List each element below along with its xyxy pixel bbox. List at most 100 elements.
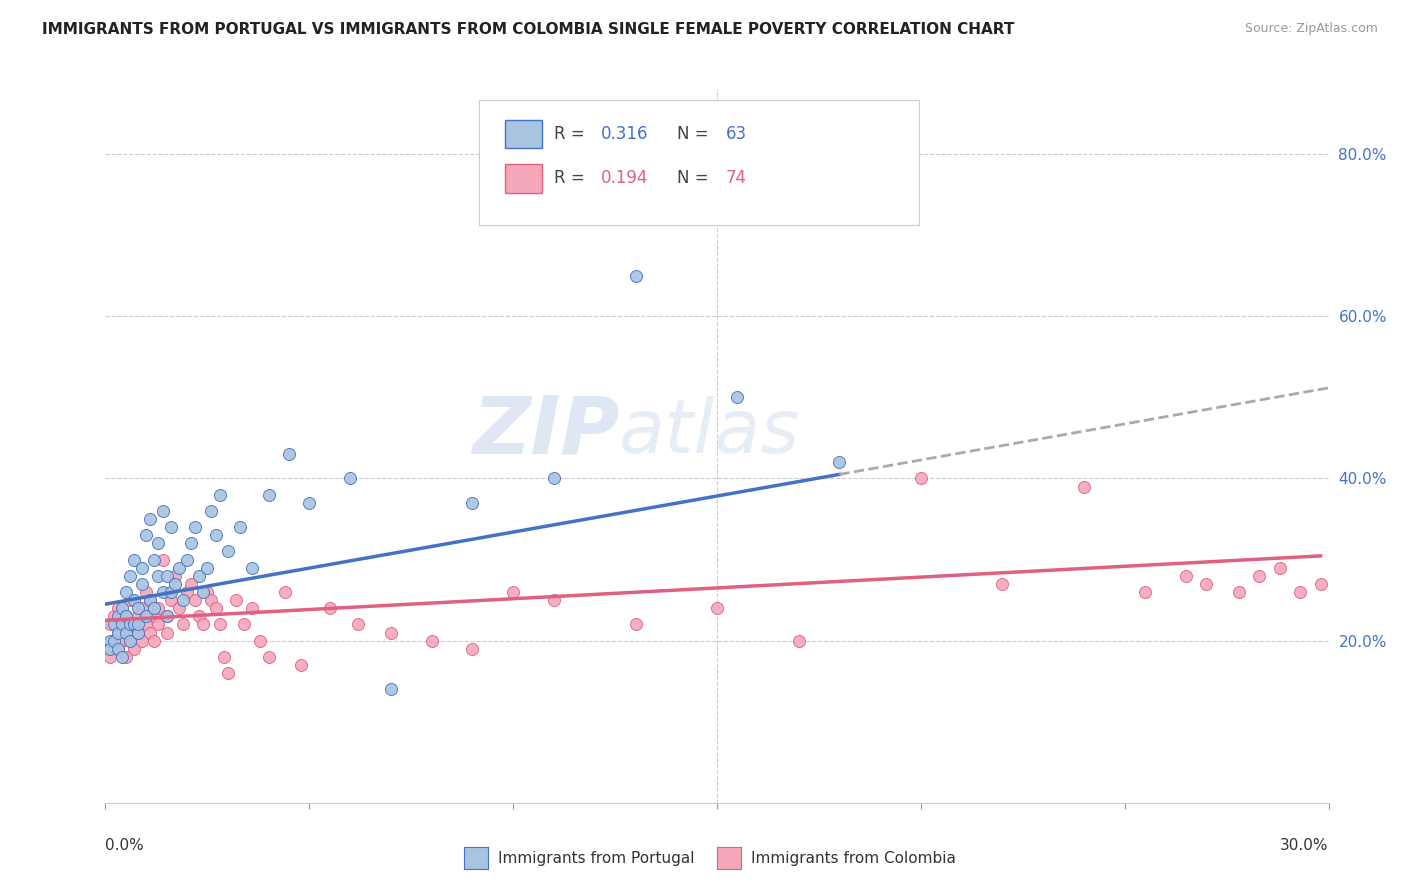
Point — [380, 625, 402, 640]
Point — [240, 560, 263, 574]
Point — [118, 617, 141, 632]
Point — [127, 625, 149, 640]
Point — [233, 617, 256, 632]
Text: N =: N = — [676, 125, 714, 143]
Point — [706, 601, 728, 615]
Point — [115, 585, 138, 599]
Point — [502, 585, 524, 599]
Text: R =: R = — [554, 169, 591, 187]
Point — [217, 666, 239, 681]
Point — [910, 471, 932, 485]
Point — [98, 617, 121, 632]
Point — [193, 585, 215, 599]
Point — [163, 568, 186, 582]
Point — [257, 488, 280, 502]
Point — [1227, 585, 1250, 599]
Point — [122, 593, 145, 607]
Point — [156, 625, 179, 640]
Point — [159, 585, 181, 599]
Point — [420, 633, 443, 648]
Point — [131, 601, 153, 615]
Text: atlas: atlas — [619, 396, 800, 467]
Point — [115, 609, 138, 624]
Point — [139, 512, 162, 526]
Point — [139, 593, 162, 607]
Point — [380, 682, 402, 697]
Point — [159, 593, 181, 607]
Point — [200, 593, 222, 607]
Point — [111, 633, 134, 648]
Point — [156, 568, 179, 582]
Point — [1133, 585, 1156, 599]
Point — [152, 504, 174, 518]
Point — [127, 625, 149, 640]
Point — [127, 617, 149, 632]
Point — [176, 585, 198, 599]
Text: 0.0%: 0.0% — [105, 838, 145, 854]
Text: 30.0%: 30.0% — [1281, 838, 1329, 854]
Point — [787, 633, 810, 648]
Point — [208, 488, 231, 502]
Point — [111, 617, 134, 632]
Point — [115, 625, 138, 640]
Point — [274, 585, 297, 599]
Point — [180, 536, 202, 550]
Point — [298, 496, 321, 510]
Point — [167, 560, 190, 574]
Point — [143, 552, 166, 566]
Point — [278, 447, 301, 461]
Text: R =: R = — [554, 125, 591, 143]
Point — [118, 633, 141, 648]
Point — [107, 625, 129, 640]
Point — [163, 577, 186, 591]
Point — [135, 585, 157, 599]
Point — [98, 633, 121, 648]
Point — [180, 577, 202, 591]
Point — [111, 601, 134, 615]
Point — [1268, 560, 1291, 574]
Point — [212, 649, 235, 664]
Point — [98, 649, 121, 664]
Point — [122, 617, 145, 632]
Point — [1073, 479, 1095, 493]
Text: Immigrants from Colombia: Immigrants from Colombia — [751, 851, 956, 865]
Point — [118, 633, 141, 648]
Point — [115, 625, 138, 640]
Point — [156, 609, 179, 624]
Point — [204, 528, 226, 542]
Point — [156, 609, 179, 624]
Text: 74: 74 — [725, 169, 747, 187]
Point — [122, 617, 145, 632]
Point — [188, 568, 211, 582]
Point — [200, 504, 222, 518]
Point — [727, 390, 749, 404]
Point — [152, 552, 174, 566]
Point — [229, 520, 252, 534]
Point — [188, 609, 211, 624]
Point — [143, 609, 166, 624]
Point — [461, 641, 484, 656]
Point — [103, 617, 125, 632]
Point — [461, 496, 484, 510]
Text: 63: 63 — [725, 125, 747, 143]
Point — [115, 649, 138, 664]
Point — [240, 601, 263, 615]
Point — [143, 633, 166, 648]
Point — [249, 633, 271, 648]
Point — [115, 609, 138, 624]
Point — [127, 609, 149, 624]
Point — [347, 617, 370, 632]
Point — [143, 601, 166, 615]
Point — [204, 601, 226, 615]
Point — [131, 577, 153, 591]
Point — [148, 568, 170, 582]
Point — [184, 593, 207, 607]
Point — [1175, 568, 1198, 582]
Point — [624, 617, 647, 632]
Text: ZIP: ZIP — [472, 392, 619, 471]
Point — [1195, 577, 1218, 591]
Point — [167, 601, 190, 615]
Point — [148, 617, 170, 632]
Point — [107, 609, 129, 624]
Point — [172, 617, 194, 632]
